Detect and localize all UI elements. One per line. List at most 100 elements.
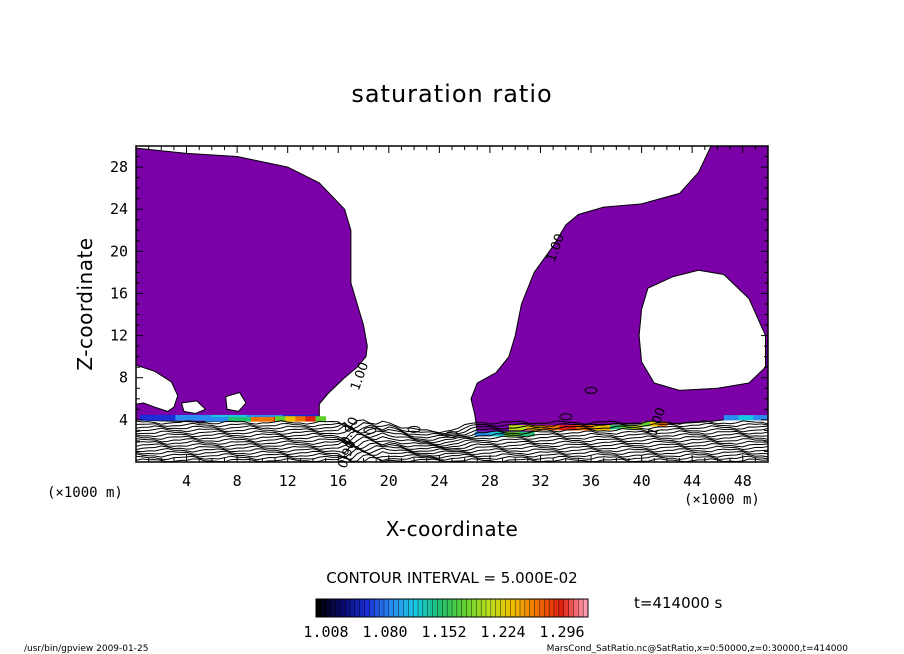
band-cell (753, 415, 768, 421)
colorbar-cell (563, 598, 570, 618)
band-cell (175, 414, 212, 421)
contour-line (136, 439, 768, 451)
saturation-field (136, 146, 768, 436)
colorbar-cell (369, 598, 375, 618)
contour-line (136, 436, 768, 447)
colorbar-tick-labels: 1.008 1.080 1.152 1.224 1.296 (303, 623, 584, 641)
chart-title: saturation ratio (351, 80, 552, 108)
colorbar-tick-label: 1.080 (362, 623, 407, 641)
colorbar-cell (573, 598, 579, 618)
contour-line (136, 421, 768, 436)
contour-interval: CONTOUR INTERVAL = 5.000E-02 (326, 569, 577, 587)
footer-right: MarsCond_SatRatio.nc@SatRatio,x=0:50000,… (547, 644, 849, 654)
colorbar-tick-label: 1.008 (303, 623, 348, 641)
colorbar-cell (519, 598, 526, 618)
band-cell (139, 414, 176, 421)
colorbar-cell (529, 598, 536, 618)
colorbar-cell (548, 598, 555, 618)
contour-line (136, 433, 768, 446)
colorbar (315, 598, 589, 618)
colorbar-cell (442, 598, 448, 618)
colorbar-tick-label: 1.296 (539, 623, 584, 641)
colorbar-cell (500, 598, 506, 618)
colorbar-cell (544, 598, 550, 618)
colorbar-cell (505, 598, 511, 618)
contour-line (136, 447, 768, 459)
contour-loop (363, 426, 377, 434)
x-tick-label: 32 (531, 472, 549, 490)
colorbar-cell (359, 598, 366, 618)
contour-line (136, 422, 768, 435)
contour-line (136, 419, 768, 434)
contour-loop (407, 425, 421, 433)
band-cell (295, 416, 306, 422)
colorbar-cell (383, 598, 390, 618)
y-tick-label: 8 (119, 369, 128, 387)
colorbar-tick-label: 1.152 (421, 623, 466, 641)
contour-line (136, 430, 768, 444)
colorbar-cell (490, 598, 497, 618)
band-cell (251, 417, 275, 422)
contour-loop (559, 413, 573, 421)
colorbar-cell (495, 598, 502, 618)
contour-loop (584, 386, 598, 394)
colorbar-cell (412, 598, 419, 618)
colorbar-cell (403, 598, 409, 618)
colorbar-cell (354, 598, 361, 618)
y-tick-label: 28 (110, 158, 128, 176)
colorbar-cell (378, 598, 385, 618)
y-axis-label: Z-coordinate (73, 237, 97, 370)
colorbar-cell (320, 598, 327, 618)
colorbar-cell (471, 598, 477, 618)
x-tick-label: 20 (380, 472, 398, 490)
y-axis: 4 8 12 16 20 24 28 (110, 156, 768, 452)
colorbar-cell (485, 598, 492, 618)
x-tick-label: 4 (182, 472, 191, 490)
region-west-gap-3 (225, 391, 247, 412)
band-cell (519, 431, 535, 437)
colorbar-cell (388, 598, 395, 618)
x-axis: 4 8 12 16 20 24 28 32 36 40 44 48 (148, 146, 756, 490)
band-cell (504, 431, 520, 437)
contour-line (136, 426, 768, 441)
footer-left: /usr/bin/gpview 2009-01-25 (24, 644, 148, 654)
colorbar-cell (344, 598, 351, 618)
contour-loop (445, 431, 459, 439)
colorbar-cell (451, 598, 458, 618)
colorbar-cell (534, 598, 540, 618)
contour-line (136, 442, 768, 453)
x-tick-label: 24 (430, 472, 448, 490)
y-tick-label: 24 (110, 200, 128, 218)
band-cell (525, 425, 544, 431)
colorbar-cell (578, 598, 584, 618)
band-cell (723, 415, 739, 421)
y-tick-label: 12 (110, 327, 128, 345)
colorbar-cell (427, 598, 434, 618)
colorbar-cell (480, 598, 487, 618)
x-axis-label: X-coordinate (386, 517, 519, 541)
band-cell (641, 421, 651, 427)
contour-line (136, 438, 768, 449)
colorbar-cell (461, 598, 468, 618)
colorbar-cell (315, 598, 322, 618)
x-tick-label: 36 (582, 472, 600, 490)
region-west-gap-2 (180, 400, 207, 415)
contour-line (136, 450, 768, 461)
colorbar-cell (374, 598, 380, 618)
colorbar-cell (524, 598, 531, 618)
band-cell (631, 425, 643, 430)
band-cell (542, 425, 560, 431)
colorbar-cell (446, 598, 453, 618)
colorbar-cell (456, 598, 463, 618)
band-cell (576, 425, 594, 431)
x-unit-right: (×1000 m) (684, 492, 760, 508)
region-east-hole (638, 269, 766, 391)
colorbar-cell (466, 598, 472, 618)
band-cell (738, 415, 754, 421)
x-tick-label: 40 (633, 472, 651, 490)
colorbar-cell (568, 598, 574, 618)
colorbar-cell (393, 598, 400, 618)
x-tick-label: 12 (279, 472, 297, 490)
colorbar-frame (315, 598, 589, 618)
